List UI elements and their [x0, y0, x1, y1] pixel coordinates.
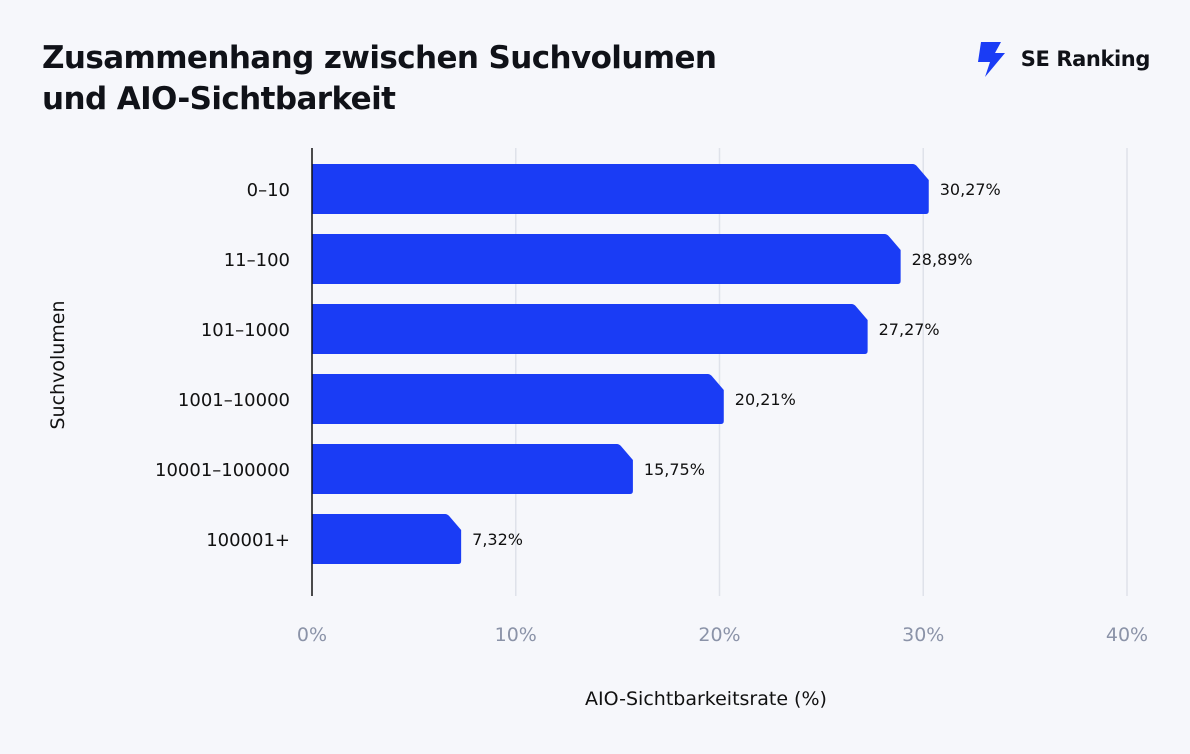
bar — [312, 164, 929, 214]
chart-title: Zusammenhang zwischen Suchvolumen und AI… — [42, 38, 802, 120]
value-label: 7,32% — [472, 530, 523, 549]
category-label: 1001–10000 — [178, 390, 290, 411]
bar — [312, 444, 633, 494]
category-label: 0–10 — [247, 180, 290, 201]
bar — [312, 304, 868, 354]
brand-name: SE Ranking — [1020, 47, 1151, 71]
category-label: 10001–100000 — [155, 460, 290, 481]
value-label: 15,75% — [644, 460, 705, 479]
y-axis-label: Suchvolumen — [47, 300, 69, 429]
x-tick-label: 10% — [495, 624, 537, 646]
x-tick-label: 20% — [698, 624, 740, 646]
chart-title-line-2: und AIO-Sichtbarkeit — [42, 81, 396, 117]
bar — [312, 514, 462, 564]
category-label: 100001+ — [206, 530, 290, 551]
value-label: 20,21% — [735, 390, 796, 409]
value-labels: 30,27% 28,89% 27,27% 20,21% 15,75% 7,32% — [472, 180, 1001, 549]
x-axis-label: AIO-Sichtbarkeitsrate (%) — [585, 688, 827, 710]
bars — [312, 164, 929, 564]
gridlines — [515, 148, 1128, 596]
x-tick-label: 30% — [902, 624, 944, 646]
bar — [312, 374, 724, 424]
x-tick-label: 0% — [297, 624, 327, 646]
se-ranking-bolt-icon — [977, 42, 1005, 77]
category-labels: 0–10 11–100 101–1000 1001–10000 10001–100000… — [155, 180, 290, 551]
category-label: 101–1000 — [201, 320, 290, 341]
x-tick-label: 40% — [1106, 624, 1148, 646]
value-label: 30,27% — [940, 180, 1001, 199]
x-tick-labels: 0% 10% 20% 30% 40% — [297, 624, 1148, 646]
category-label: 11–100 — [224, 250, 290, 271]
value-label: 27,27% — [879, 320, 940, 339]
bar — [312, 234, 901, 284]
value-label: 28,89% — [912, 250, 973, 269]
chart-title-line-1: Zusammenhang zwischen Suchvolumen — [42, 40, 717, 76]
brand-logo: SE Ranking — [975, 40, 1150, 78]
